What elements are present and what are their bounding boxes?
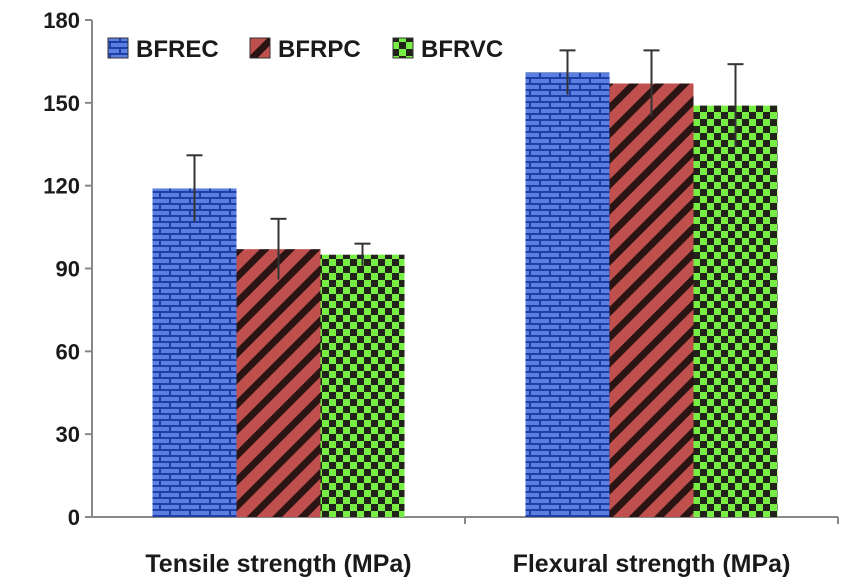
legend: BFREC BFRPC BFRVC (107, 36, 503, 63)
legend-swatch-bfrvc (392, 37, 414, 59)
bar-bfrpc-flexural (609, 83, 694, 517)
x-category-label: Tensile strength (MPa) (145, 550, 411, 578)
bar-bfrec-flexural (525, 72, 610, 517)
legend-label-bfrvc: BFRVC (421, 36, 503, 63)
legend-swatch-bfrec (107, 37, 129, 59)
bars (152, 72, 778, 517)
bar-bfrvc-tensile (320, 254, 405, 517)
y-ticks: 0 30 60 90 120 150 180 (43, 8, 92, 530)
bar-bfrec-tensile (152, 188, 237, 517)
legend-label-bfrec: BFREC (136, 36, 219, 63)
x-category-label: Flexural strength (MPa) (513, 550, 791, 578)
y-tick-label: 180 (43, 8, 80, 33)
y-tick-label: 120 (43, 174, 80, 199)
legend-swatch-bfrpc (249, 37, 271, 59)
y-tick-label: 150 (43, 91, 80, 116)
legend-label-bfrpc: BFRPC (278, 36, 361, 63)
error-bars (186, 49, 744, 280)
y-tick-label: 0 (68, 505, 80, 530)
bar-bfrpc-tensile (236, 249, 321, 517)
y-tick-label: 90 (56, 257, 80, 282)
y-tick-label: 30 (56, 422, 80, 447)
y-tick-label: 60 (56, 339, 80, 364)
bar-bfrvc-flexural (693, 105, 778, 517)
x-categories: Tensile strength (MPa) Flexural strength … (145, 517, 839, 578)
